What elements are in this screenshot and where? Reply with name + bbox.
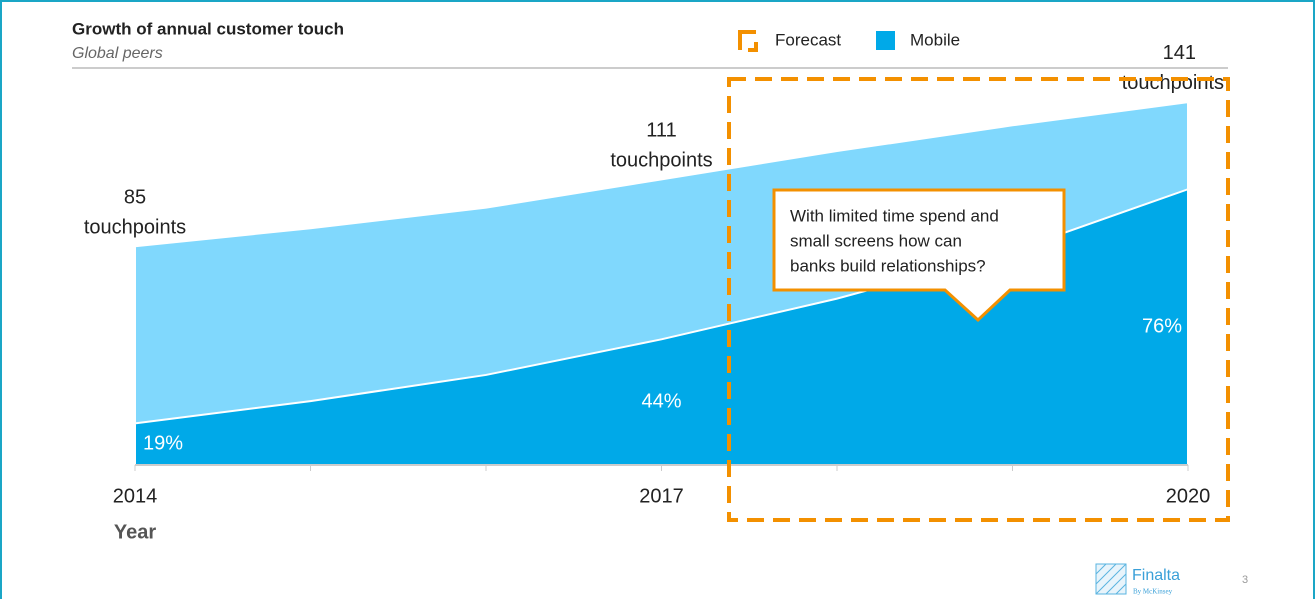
logo-text: Finalta	[1132, 567, 1180, 584]
x-axis-label: Year	[114, 521, 156, 543]
logo-icon	[1095, 563, 1127, 595]
x-tick-label: 2020	[1166, 485, 1211, 507]
legend-forecast-icon	[738, 30, 758, 52]
callout-line: banks build relationships?	[790, 256, 986, 275]
callout	[772, 188, 1066, 323]
callout-line: With limited time spend and	[790, 206, 999, 225]
callout-line: small screens how can	[790, 231, 962, 250]
data-label: 111 touchpoints	[610, 120, 712, 172]
chart-title: Growth of annual customer touch	[72, 19, 344, 38]
data-label: 76%	[1142, 315, 1182, 337]
data-label: 19%	[143, 433, 183, 455]
x-tick-label: 2014	[113, 485, 158, 507]
chart-subtitle: Global peers	[72, 45, 163, 62]
legend-forecast: Forecast	[775, 30, 841, 49]
data-label: 44%	[641, 390, 681, 412]
legend-mobile: Mobile	[910, 30, 960, 49]
forecast-box	[727, 77, 1230, 522]
x-tick-label: 2017	[639, 485, 684, 507]
page-number: 3	[1242, 574, 1248, 586]
area	[134, 187, 1189, 466]
legend-mobile-swatch	[876, 31, 895, 50]
data-label: 85 touchpoints	[84, 187, 186, 239]
logo-sub: By McKinsey	[1133, 588, 1173, 596]
